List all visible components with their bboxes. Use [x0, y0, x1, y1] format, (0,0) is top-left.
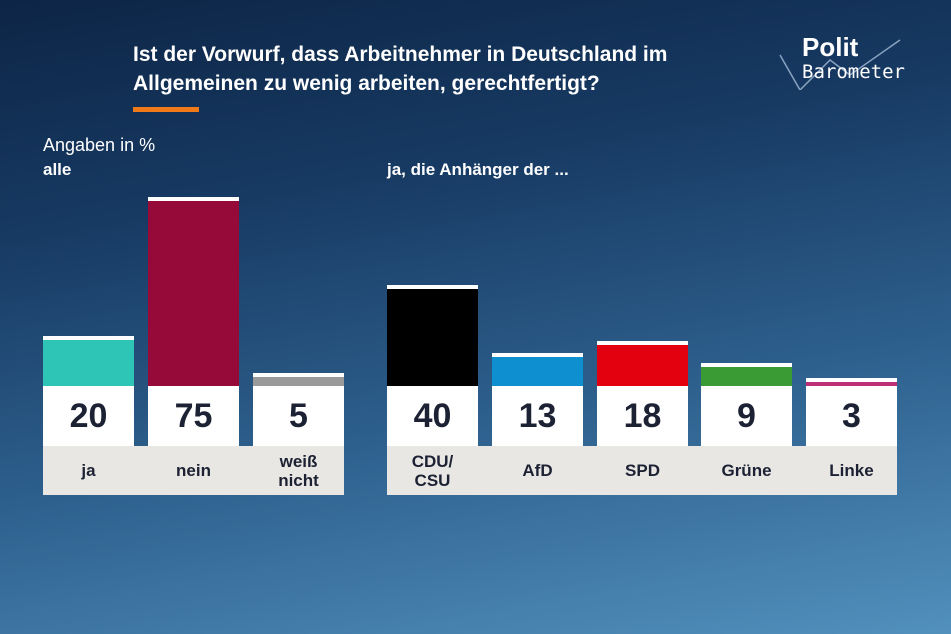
bar: [492, 353, 583, 386]
data-label: 9: [701, 386, 792, 446]
category-label: SPD: [597, 446, 688, 495]
category-label: weiß nicht: [253, 446, 344, 495]
bar: [148, 197, 239, 386]
group-label-all: alle: [43, 160, 72, 179]
data-label: 20: [43, 386, 134, 446]
politbarometer-logo: Polit Barometer: [779, 32, 905, 90]
logo-text-bottom: Barometer: [802, 61, 905, 83]
data-label: 75: [148, 386, 239, 446]
data-label: 18: [597, 386, 688, 446]
category-label: Grüne: [701, 446, 792, 495]
bar: [806, 378, 897, 386]
unit-label: Angaben in %: [43, 135, 156, 155]
bar: [387, 285, 478, 386]
category-label: Linke: [806, 446, 897, 495]
category-label: AfD: [492, 446, 583, 495]
title-accent-line: [133, 107, 199, 112]
group-label-parties: ja, die Anhänger der ...: [387, 160, 569, 179]
bar: [253, 373, 344, 386]
data-label: 13: [492, 386, 583, 446]
data-label: 3: [806, 386, 897, 446]
chart-title: Ist der Vorwurf, dass Arbeitnehmer in De…: [133, 43, 668, 95]
category-label: nein: [148, 446, 239, 495]
logo-text-top: Polit: [802, 32, 859, 62]
bar: [701, 363, 792, 386]
bar: [597, 340, 688, 386]
bar: [43, 335, 134, 386]
category-label: ja: [43, 446, 134, 495]
category-label: CDU/ CSU: [387, 446, 478, 495]
data-label: 5: [253, 386, 344, 446]
data-label: 40: [387, 386, 478, 446]
